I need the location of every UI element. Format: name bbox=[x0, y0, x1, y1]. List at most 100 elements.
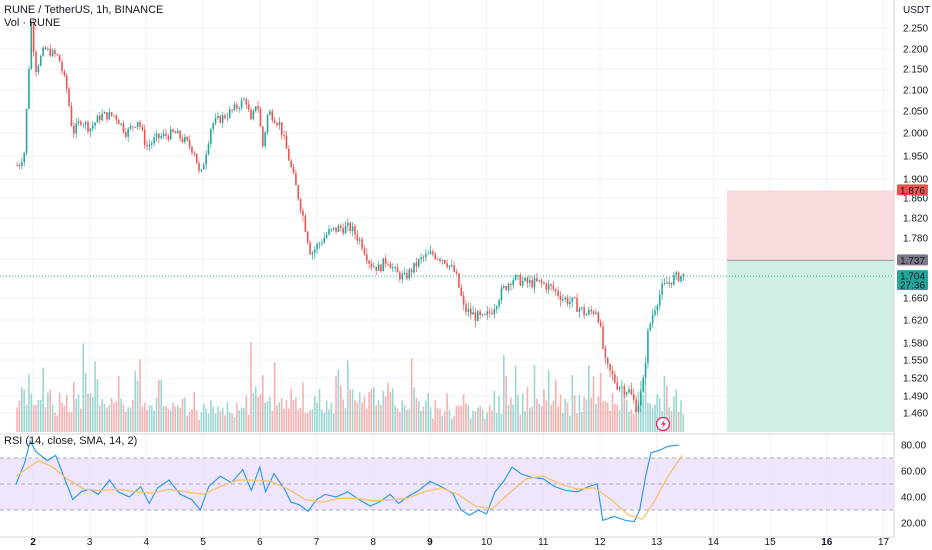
volume-bar bbox=[158, 380, 160, 432]
candle-body bbox=[23, 152, 26, 163]
candle-body bbox=[668, 282, 670, 284]
candle-body bbox=[609, 363, 611, 371]
stop-loss-zone[interactable] bbox=[727, 190, 894, 261]
candle-body bbox=[618, 387, 621, 390]
volume-bar bbox=[526, 386, 529, 432]
candle-body bbox=[172, 129, 174, 132]
volume-bar bbox=[377, 399, 380, 432]
candle-body bbox=[61, 61, 63, 72]
candle-body bbox=[347, 222, 349, 226]
volume-bar bbox=[153, 410, 155, 432]
position-zones[interactable] bbox=[0, 190, 894, 432]
volume-bar bbox=[545, 400, 548, 432]
candle-body bbox=[82, 124, 85, 126]
volume-bar bbox=[429, 407, 432, 432]
volume-bar bbox=[462, 394, 465, 432]
volume-bar bbox=[538, 403, 541, 432]
volume-bar bbox=[167, 409, 170, 432]
candle-body bbox=[647, 330, 649, 364]
candle-body bbox=[451, 265, 453, 266]
candle-body bbox=[113, 115, 115, 117]
volume-bar bbox=[61, 402, 63, 432]
price-tick-label: 1.660 bbox=[903, 294, 928, 305]
volume-bar bbox=[328, 409, 330, 432]
volume-bar bbox=[332, 413, 335, 432]
candle-body bbox=[649, 323, 652, 331]
candle-body bbox=[174, 131, 177, 134]
candle-body bbox=[49, 48, 51, 57]
volume-bar bbox=[295, 397, 297, 432]
volume-bar bbox=[120, 398, 122, 432]
rsi-tick-label: 40.00 bbox=[901, 493, 926, 504]
volume-bar bbox=[259, 394, 262, 432]
candle-body bbox=[262, 126, 264, 146]
volume-bar bbox=[323, 412, 326, 432]
volume-bar bbox=[280, 398, 283, 432]
candle-body bbox=[429, 251, 432, 254]
volume-bar bbox=[297, 409, 300, 432]
candle-body bbox=[502, 286, 505, 288]
volume-bar bbox=[269, 396, 271, 432]
candle-body bbox=[361, 239, 363, 249]
candle-body bbox=[517, 275, 519, 276]
candle-body bbox=[465, 304, 467, 313]
volume-bar bbox=[583, 396, 585, 432]
volume-bar bbox=[498, 395, 500, 432]
date-tick-label: 12 bbox=[594, 537, 606, 548]
candle-body bbox=[228, 109, 231, 118]
volume-bar bbox=[200, 412, 203, 432]
candle-body bbox=[538, 280, 541, 282]
candle-body bbox=[632, 394, 635, 400]
candle-body bbox=[498, 300, 500, 307]
volume-bar bbox=[68, 411, 70, 432]
date-tick-label: 15 bbox=[765, 537, 777, 548]
candle-body bbox=[73, 126, 75, 134]
volume-bar bbox=[609, 410, 611, 432]
volume-bar bbox=[63, 406, 66, 432]
candle-body bbox=[510, 283, 512, 286]
candle-body bbox=[297, 185, 300, 200]
candle-body bbox=[500, 287, 503, 301]
volume-bar bbox=[569, 415, 571, 432]
volume-bar bbox=[313, 396, 316, 432]
volume-bar bbox=[16, 407, 18, 432]
candle-body bbox=[554, 289, 557, 291]
candle-body bbox=[585, 314, 588, 316]
volume-bar bbox=[460, 405, 463, 432]
candle-body bbox=[337, 225, 340, 232]
candle-body bbox=[28, 68, 30, 109]
candle-body bbox=[474, 312, 477, 321]
price-tick-label: 2.150 bbox=[903, 65, 928, 76]
candle-body bbox=[519, 275, 522, 286]
volume-bar bbox=[172, 402, 174, 432]
take-profit-zone[interactable] bbox=[727, 260, 894, 432]
candle-body bbox=[32, 23, 35, 52]
volume-bar bbox=[337, 369, 340, 432]
volume-bar bbox=[236, 403, 238, 432]
candle-body bbox=[115, 115, 118, 120]
volume-bar bbox=[44, 407, 47, 432]
candle-body bbox=[75, 123, 77, 134]
candle-body bbox=[176, 130, 179, 134]
candle-body bbox=[18, 165, 21, 167]
volume-bar bbox=[443, 411, 446, 432]
price-tick-label: 1.490 bbox=[903, 392, 928, 403]
candle-body bbox=[295, 173, 297, 186]
candle-body bbox=[25, 108, 28, 153]
candle-body bbox=[335, 227, 337, 232]
volume-bar bbox=[408, 409, 411, 432]
alert-icon[interactable] bbox=[655, 416, 671, 432]
volume-bar bbox=[205, 408, 207, 432]
volume-bar bbox=[49, 389, 51, 432]
candle-body bbox=[210, 129, 212, 144]
candle-body bbox=[635, 399, 637, 412]
volume-bar bbox=[160, 379, 163, 432]
candle-body bbox=[673, 275, 675, 285]
candle-body bbox=[84, 122, 87, 125]
volume-bar bbox=[228, 411, 231, 432]
volume-bar bbox=[585, 399, 588, 432]
volume-bar bbox=[432, 418, 434, 432]
candle-body bbox=[507, 283, 510, 291]
